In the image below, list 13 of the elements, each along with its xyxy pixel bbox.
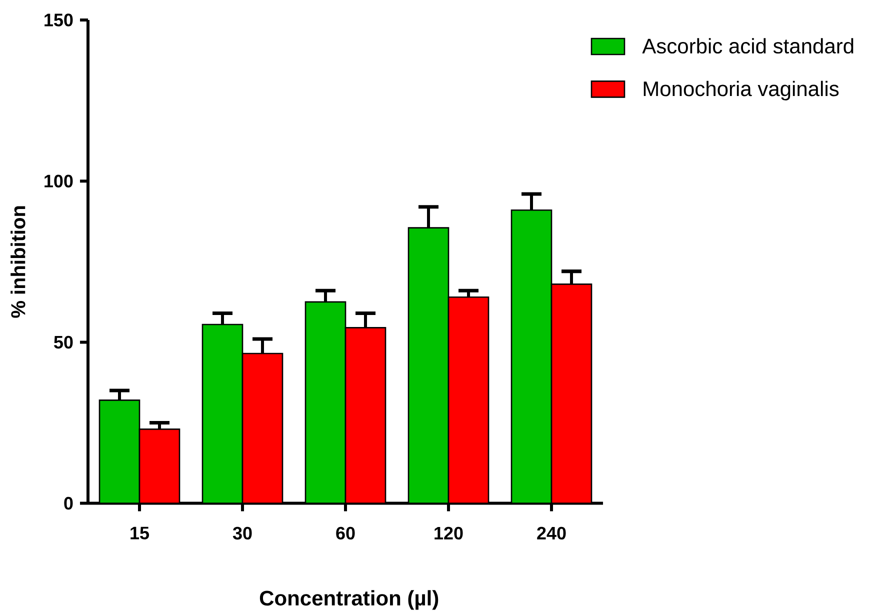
x-tick-label: 15 (130, 526, 150, 540)
y-tick-label: 150 (44, 14, 73, 26)
x-tick-label: 60 (336, 526, 355, 540)
x-axis-title: Concentration (µl) (260, 590, 438, 610)
x-tick-label: 120 (434, 526, 463, 540)
x-tick-label: 240 (537, 526, 566, 540)
x-tick-label: 30 (232, 526, 252, 540)
legend-label: Monochoria vaginalis (644, 80, 839, 100)
y-axis-title: % inhibition (10, 206, 26, 318)
y-tick-label: 0 (64, 496, 73, 510)
y-tick-label: 50 (54, 336, 73, 349)
legend-label: Ascorbic acid standard (642, 38, 854, 54)
y-tick-label: 100 (44, 174, 73, 188)
